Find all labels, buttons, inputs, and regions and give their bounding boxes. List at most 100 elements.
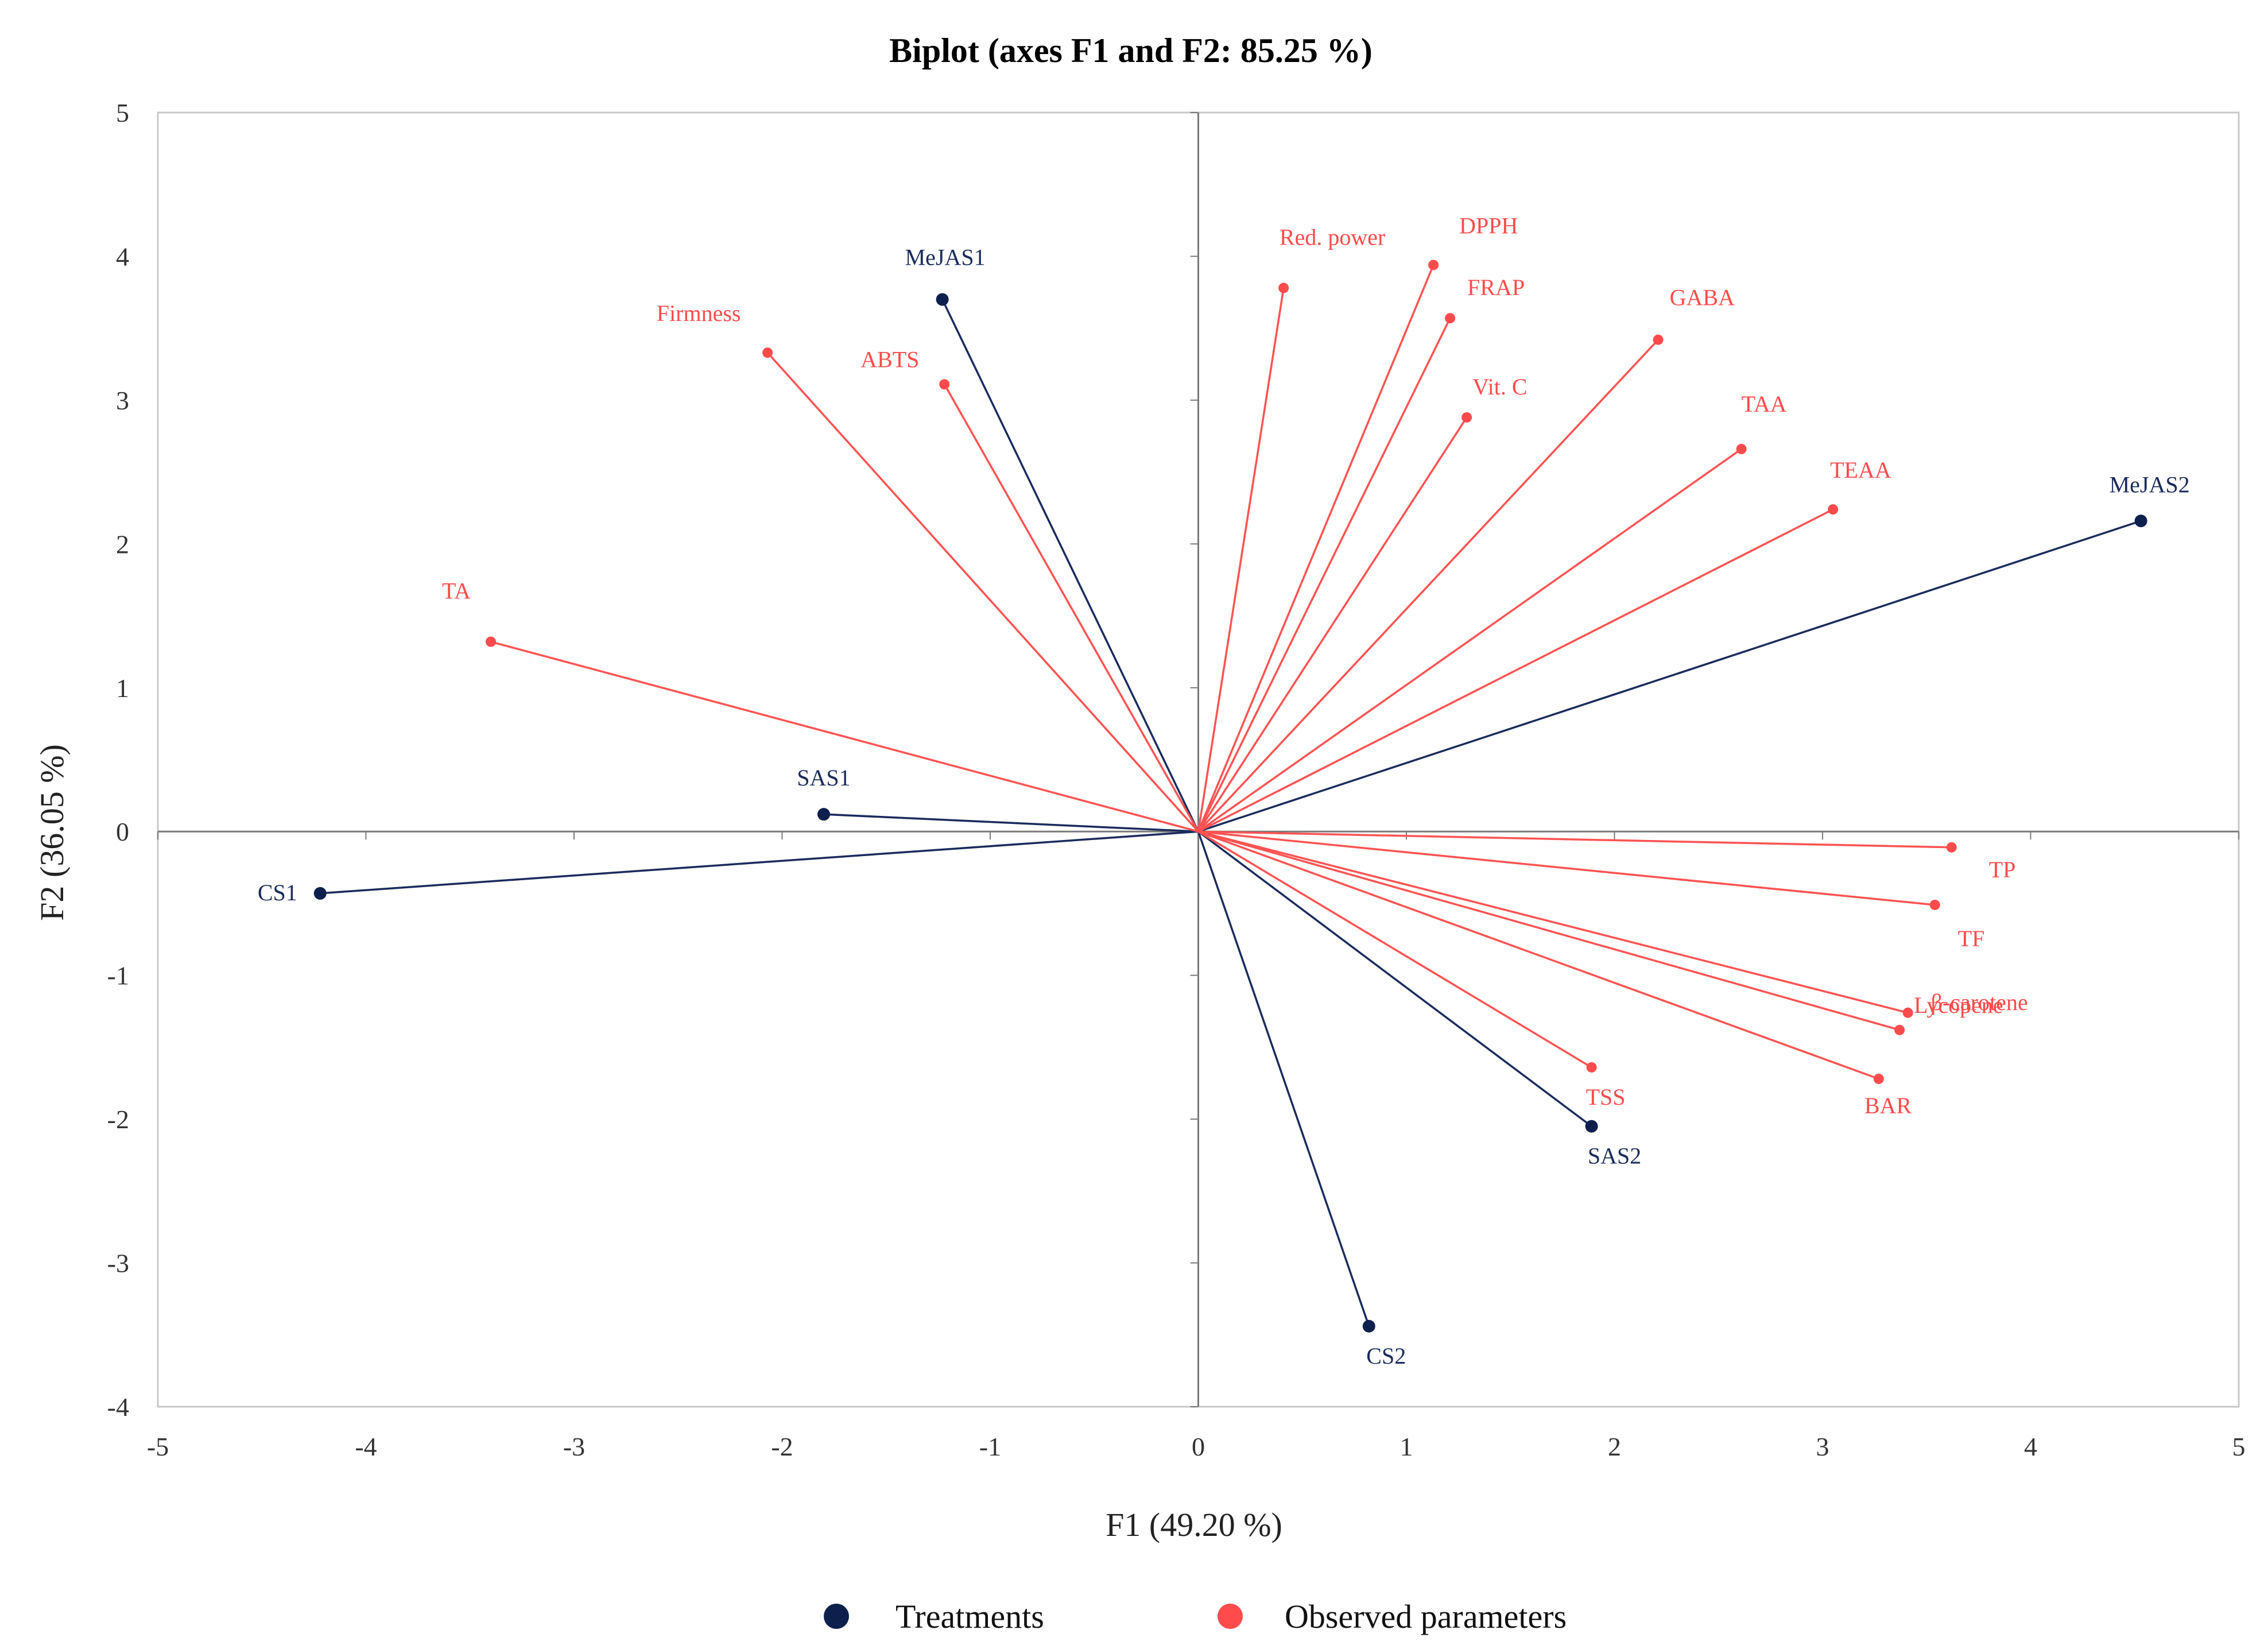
point-red-power: [1278, 282, 1289, 293]
axis-ticks: -5 -4 -3 -2 -1 0 1 2 3 4 5 -4 -3 -2 -1 0 1 2 3 4 5: [107, 98, 2246, 1461]
point-label-sas2: SAS2: [1588, 1143, 1641, 1169]
point-label-bar: BAR: [1864, 1093, 1912, 1118]
vector-vit-c: [1197, 416, 1468, 833]
point-label-firmness: Firmness: [657, 300, 741, 326]
x-tick-label: -4: [355, 1432, 377, 1461]
y-tick-label: 1: [116, 674, 129, 703]
x-tick-label: 3: [1816, 1432, 1829, 1461]
point-vit-c: [1461, 412, 1472, 423]
y-tick-label: -3: [107, 1249, 129, 1278]
y-tick-label: 3: [116, 386, 129, 415]
vector-lycopene: [1198, 830, 1900, 1031]
x-tick-label: -5: [147, 1432, 169, 1461]
biplot-points: [313, 260, 2147, 1333]
vector-carotene: [1198, 830, 1909, 1014]
x-tick-label: -1: [979, 1432, 1001, 1461]
point-label-ta: TA: [442, 578, 471, 604]
point-dpph: [1428, 260, 1439, 270]
vector-tp: [1198, 830, 1952, 849]
vector-abts: [943, 384, 1200, 833]
y-tick-label: -4: [107, 1392, 129, 1422]
point-tp: [1946, 842, 1957, 853]
point-tf: [1929, 899, 1940, 910]
point-label-cs1: CS1: [258, 880, 297, 905]
vector-ta: [490, 640, 1199, 833]
vector-teaa: [1197, 508, 1833, 833]
legend-label-treatments: Treatments: [895, 1598, 1044, 1635]
point-label-frap: FRAP: [1467, 274, 1525, 300]
vector-mejas1: [941, 299, 1200, 832]
vector-red-power: [1197, 288, 1285, 832]
biplot-vectors: [320, 264, 2142, 1327]
x-tick-label: 2: [1608, 1432, 1621, 1461]
point-lycopene: [1894, 1024, 1905, 1035]
point-carotene: [1902, 1007, 1913, 1018]
x-tick-label: 1: [1400, 1432, 1413, 1461]
x-tick-label: -2: [771, 1432, 793, 1461]
y-tick-label: -2: [107, 1105, 129, 1134]
point-label-cs2: CS2: [1366, 1343, 1406, 1369]
y-tick-label: 2: [116, 529, 129, 559]
point-ta: [486, 636, 496, 647]
point-label-vit-c: Vit. C: [1472, 374, 1527, 400]
zero-axes: [158, 113, 2239, 1407]
vector-sas1: [823, 813, 1199, 833]
point-sas2: [1585, 1120, 1598, 1133]
point-label-mejas1: MeJAS1: [905, 245, 986, 270]
x-tick-label: 5: [2232, 1432, 2246, 1461]
point-teaa: [1828, 504, 1839, 515]
vector-cs1: [320, 830, 1199, 895]
point-mejas1: [936, 293, 949, 306]
point-label-lycopene: Lycopene: [1914, 992, 2003, 1018]
legend-label-observed-parameters: Observed parameters: [1285, 1598, 1567, 1635]
point-label-carotene: β-carotene: [1931, 989, 2028, 1015]
vector-gaba: [1197, 339, 1659, 833]
biplot-point-labels: MeJAS1 SAS1 CS1 MeJAS2 SAS2 CS2 Firmness ABTS TA…: [258, 212, 2190, 1368]
point-sas1: [817, 808, 830, 821]
point-label-mejas2: MeJAS2: [2110, 471, 2190, 497]
vector-dpph: [1197, 264, 1435, 832]
y-tick-label: 5: [116, 98, 129, 127]
x-tick-label: 4: [2024, 1432, 2037, 1461]
y-tick-label: 0: [116, 817, 129, 846]
vector-taa: [1197, 448, 1742, 833]
point-label-teaa: TEAA: [1830, 457, 1891, 483]
x-tick-label: 0: [1192, 1432, 1205, 1461]
vector-frap: [1197, 318, 1451, 832]
vector-sas2: [1197, 830, 1592, 1128]
x-tick-label: -3: [563, 1432, 585, 1461]
point-cs2: [1362, 1319, 1375, 1333]
vector-bar: [1197, 830, 1879, 1080]
point-frap: [1445, 313, 1456, 324]
point-label-tp: TP: [1989, 857, 2016, 883]
point-label-taa: TAA: [1742, 391, 1787, 417]
point-label-dpph: DPPH: [1459, 212, 1518, 238]
x-axis-label: F1 (49.20 %): [1106, 1506, 1282, 1543]
legend-marker-observed-parameters: [1218, 1604, 1243, 1629]
point-tss: [1586, 1062, 1597, 1073]
point-label-sas1: SAS1: [797, 765, 850, 791]
point-label-tf: TF: [1958, 926, 1985, 951]
point-label-gaba: GABA: [1670, 285, 1735, 311]
point-cs1: [313, 887, 327, 900]
point-label-tss: TSS: [1586, 1084, 1626, 1110]
point-mejas2: [2134, 514, 2147, 528]
vector-tf: [1198, 830, 1935, 906]
vector-cs2: [1197, 831, 1370, 1327]
vector-firmness: [766, 352, 1199, 833]
point-abts: [939, 379, 950, 390]
legend: Treatments Observed parameters: [824, 1598, 1567, 1635]
point-firmness: [762, 347, 773, 358]
point-label-red-power: Red. power: [1280, 225, 1385, 250]
point-label-abts: ABTS: [860, 346, 919, 372]
vector-mejas2: [1197, 520, 2142, 833]
point-taa: [1736, 444, 1747, 455]
chart-title: Biplot (axes F1 and F2: 85.25 %): [889, 32, 1373, 69]
y-axis-label: F2 (36.05 %): [33, 744, 71, 921]
point-gaba: [1653, 334, 1664, 345]
legend-marker-treatments: [824, 1604, 849, 1629]
y-tick-label: 4: [116, 242, 129, 271]
point-bar: [1873, 1073, 1884, 1084]
y-tick-label: -1: [107, 961, 129, 990]
